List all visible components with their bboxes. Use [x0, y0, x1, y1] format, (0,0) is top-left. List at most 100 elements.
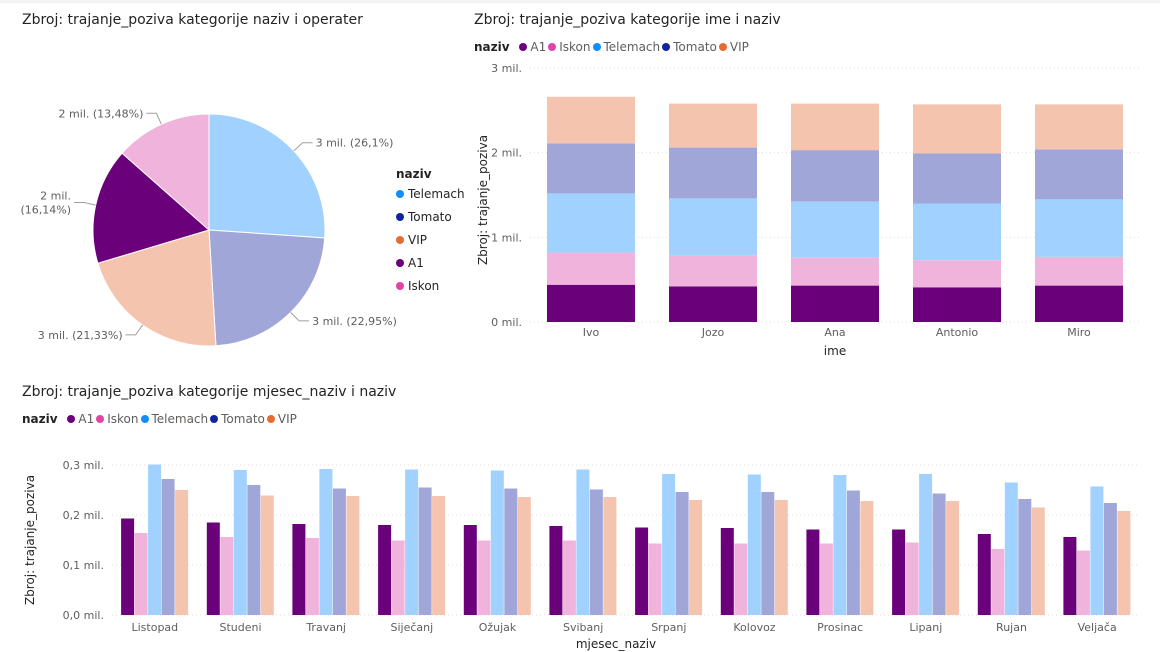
pie-legend-item-tomato[interactable]: Tomato [396, 210, 465, 233]
bar-antonio-tomato[interactable] [913, 153, 1001, 204]
bar-srpanj-iskon[interactable] [648, 543, 662, 616]
pie-slice-vip[interactable] [97, 229, 217, 347]
bar-lipanj-a1[interactable] [892, 529, 906, 616]
bar-antonio-iskon[interactable] [913, 260, 1001, 288]
bar-svibanj-telemach[interactable] [576, 469, 590, 616]
clustered-legend-item-a1[interactable]: A1 [67, 412, 94, 426]
bar-svibanj-tomato[interactable] [589, 489, 603, 616]
bar-veljaca-iskon[interactable] [1076, 550, 1090, 616]
bar-srpanj-telemach[interactable] [662, 474, 676, 615]
bar-lipanj-telemach[interactable] [919, 474, 933, 615]
bar-travanj-tomato[interactable] [332, 488, 346, 616]
bar-ivo-vip[interactable] [547, 96, 635, 144]
bar-veljaca-vip[interactable] [1117, 511, 1131, 615]
bar-prosinac-tomato[interactable] [846, 490, 860, 616]
bar-lipanj-vip[interactable] [946, 501, 960, 615]
pie-legend-item-a1[interactable]: A1 [396, 256, 465, 279]
bar-sijecanj-tomato[interactable] [418, 487, 432, 616]
bar-listopad-tomato[interactable] [161, 479, 175, 615]
bar-prosinac-iskon[interactable] [819, 543, 833, 616]
bar-jozo-tomato[interactable] [669, 147, 757, 199]
bar-sijecanj-iskon[interactable] [391, 540, 405, 616]
bar-veljaca-tomato[interactable] [1103, 503, 1117, 615]
bar-rujan-telemach[interactable] [1004, 482, 1018, 616]
pie-legend-item-iskon[interactable]: Iskon [396, 279, 465, 302]
bar-ozujak-vip[interactable] [517, 497, 531, 615]
bar-ana-tomato[interactable] [791, 150, 879, 202]
stacked-legend-item-vip[interactable]: VIP [718, 40, 749, 54]
bar-antonio-a1[interactable] [913, 287, 1001, 322]
bar-sijecanj-a1[interactable] [378, 525, 392, 615]
clustered-bar-chart[interactable]: 0,0 mil. 0,1 mil. 0,2 mil. 0,3 mil. Listopad… [0, 440, 1160, 652]
stacked-legend-item-telemach[interactable]: Telemach [592, 40, 660, 54]
stacked-legend-item-iskon[interactable]: Iskon [548, 40, 591, 54]
bar-veljaca-a1[interactable] [1063, 537, 1077, 615]
bar-ivo-iskon[interactable] [547, 252, 635, 285]
bar-kolovoz-vip[interactable] [774, 500, 788, 615]
bar-studeni-vip[interactable] [260, 495, 274, 616]
bar-jozo-iskon[interactable] [669, 255, 757, 287]
bar-srpanj-vip[interactable] [689, 500, 703, 615]
bar-travanj-vip[interactable] [346, 496, 360, 615]
bar-antonio-telemach[interactable] [913, 203, 1001, 261]
bar-ana-vip[interactable] [791, 103, 879, 151]
bar-studeni-iskon[interactable] [220, 537, 234, 615]
clustered-legend-item-iskon[interactable]: Iskon [96, 412, 139, 426]
bar-travanj-telemach[interactable] [319, 469, 333, 615]
bar-jozo-a1[interactable] [669, 286, 757, 322]
bar-lipanj-tomato[interactable] [932, 493, 946, 616]
bar-srpanj-tomato[interactable] [675, 492, 689, 615]
clustered-legend-item-vip[interactable]: VIP [266, 412, 297, 426]
pie-chart[interactable]: 3 mil. (26,1%) 3 mil. (22,95%) 3 mil. (21,… [0, 0, 470, 380]
bar-listopad-iskon[interactable] [134, 533, 148, 615]
bar-jozo-telemach[interactable] [669, 198, 757, 256]
bar-listopad-vip[interactable] [175, 490, 189, 615]
bar-ozujak-a1[interactable] [463, 525, 477, 615]
bar-travanj-a1[interactable] [292, 524, 306, 615]
bar-ivo-tomato[interactable] [547, 143, 635, 194]
bar-srpanj-a1[interactable] [635, 527, 649, 616]
bar-svibanj-iskon[interactable] [562, 540, 576, 616]
bar-sijecanj-vip[interactable] [432, 496, 446, 615]
bar-miro-iskon[interactable] [1035, 256, 1123, 286]
clustered-legend-item-telemach[interactable]: Telemach [140, 412, 208, 426]
bar-kolovoz-tomato[interactable] [761, 492, 775, 615]
bar-prosinac-telemach[interactable] [833, 475, 847, 615]
bar-antonio-vip[interactable] [913, 104, 1001, 154]
bar-miro-a1[interactable] [1035, 285, 1123, 322]
bar-ana-iskon[interactable] [791, 257, 879, 286]
stacked-legend-item-a1[interactable]: A1 [519, 40, 546, 54]
bar-kolovoz-iskon[interactable] [734, 543, 748, 616]
bar-veljaca-telemach[interactable] [1090, 486, 1104, 616]
clustered-legend-item-tomato[interactable]: Tomato [210, 412, 265, 426]
pie-slice-a1[interactable] [92, 152, 211, 264]
bar-rujan-a1[interactable] [977, 534, 991, 615]
bar-kolovoz-telemach[interactable] [747, 474, 761, 616]
bar-kolovoz-a1[interactable] [720, 528, 734, 615]
bar-miro-vip[interactable] [1035, 104, 1123, 150]
bar-rujan-vip[interactable] [1031, 507, 1045, 616]
bar-listopad-a1[interactable] [121, 518, 135, 616]
bar-ana-telemach[interactable] [791, 201, 879, 258]
bar-rujan-iskon[interactable] [991, 549, 1005, 615]
pie-slice-telemach[interactable] [208, 113, 326, 239]
stacked-bar-chart[interactable]: 0 mil. 1 mil. 2 mil. 3 mil. Ivo Jozo Ana Antoni… [460, 55, 1160, 365]
bar-ivo-telemach[interactable] [547, 193, 635, 253]
bar-ozujak-iskon[interactable] [477, 540, 491, 616]
bar-prosinac-a1[interactable] [806, 529, 820, 616]
bar-miro-telemach[interactable] [1035, 199, 1123, 257]
bar-rujan-tomato[interactable] [1018, 499, 1032, 615]
bar-svibanj-a1[interactable] [549, 526, 563, 615]
bar-studeni-telemach[interactable] [233, 470, 247, 615]
bar-travanj-iskon[interactable] [305, 538, 319, 615]
pie-slice-iskon[interactable] [121, 113, 210, 232]
bar-studeni-a1[interactable] [206, 522, 220, 616]
pie-legend-item-telemach[interactable]: Telemach [396, 187, 465, 210]
bar-prosinac-vip[interactable] [860, 501, 874, 615]
bar-miro-tomato[interactable] [1035, 149, 1123, 200]
bar-listopad-telemach[interactable] [148, 464, 162, 616]
bar-ozujak-telemach[interactable] [490, 470, 504, 616]
pie-legend-item-vip[interactable]: VIP [396, 233, 465, 256]
bar-sijecanj-telemach[interactable] [405, 469, 419, 616]
bar-ozujak-tomato[interactable] [504, 488, 518, 616]
